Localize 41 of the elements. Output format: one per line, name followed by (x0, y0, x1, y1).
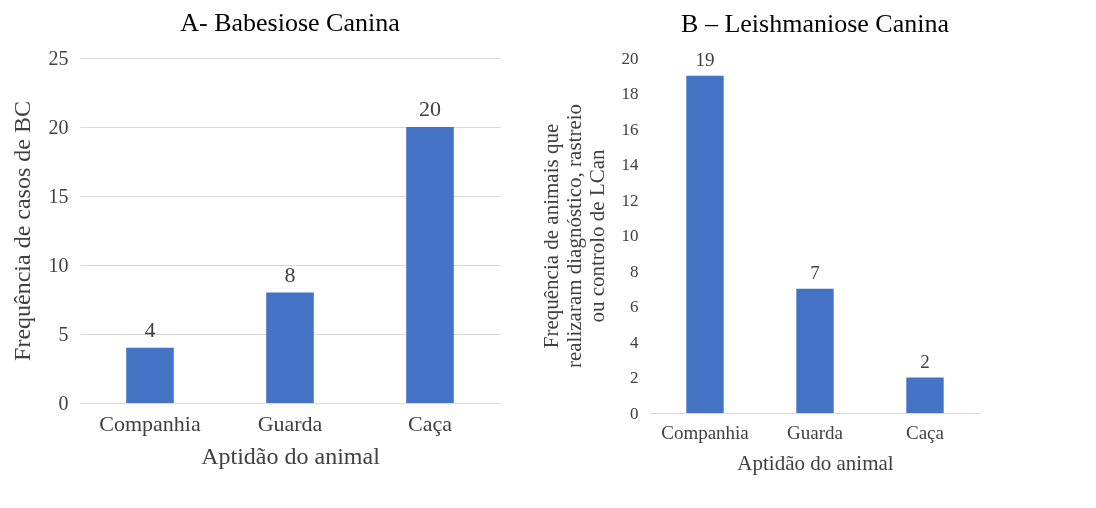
x-tick-label: Caça (906, 421, 945, 443)
bar (796, 288, 834, 413)
x-tick-label: Guarda (257, 410, 323, 436)
y-tick-label: 10 (621, 226, 639, 245)
y-tick-label: 12 (621, 190, 639, 210)
bar (406, 127, 454, 403)
y-tick-label: 4 (630, 332, 639, 352)
y-axis-title: Frequência de casos de BC (8, 101, 35, 361)
y-tick-label: 20 (621, 48, 639, 68)
bar (126, 347, 174, 403)
y-tick-label: 16 (621, 119, 639, 139)
x-tick-label: Companhia (99, 410, 201, 436)
y-tick-label: 15 (48, 184, 69, 207)
y-tick-label: 6 (630, 297, 639, 316)
data-label: 2 (920, 350, 930, 372)
data-label: 19 (695, 48, 715, 70)
y-tick-label: 2 (630, 368, 639, 387)
x-tick-label: Guarda (787, 421, 844, 443)
y-tick-label: 20 (48, 115, 69, 138)
data-label: 4 (144, 316, 156, 342)
bar (266, 292, 314, 403)
y-tick-label: 14 (621, 155, 639, 174)
y-tick-label: 0 (630, 403, 639, 423)
chart-title: A- Babesiose Canina (180, 8, 401, 37)
data-label: 20 (419, 96, 441, 121)
x-tick-label: Companhia (661, 421, 750, 443)
y-axis-title: Frequência de animais que realizaram diagnóstico, rastreio ou controlo de LCan (538, 103, 609, 369)
bar (906, 377, 944, 413)
y-tick-label: 8 (630, 261, 639, 281)
y-tick-label: 10 (48, 253, 69, 276)
y-tick-label: 0 (58, 391, 69, 414)
x-tick-label: Caça (408, 410, 453, 436)
y-tick-label: 18 (621, 84, 639, 103)
y-tick-label: 5 (58, 322, 69, 345)
data-label: 7 (810, 261, 820, 283)
x-axis-title: Aptidão do animal (201, 442, 381, 469)
x-axis-title: Aptidão do animal (737, 450, 894, 475)
data-label: 8 (284, 261, 296, 287)
y-tick-label: 25 (48, 46, 69, 69)
chart-title: B – Leishmaniose Canina (681, 9, 950, 38)
bar (686, 75, 724, 413)
